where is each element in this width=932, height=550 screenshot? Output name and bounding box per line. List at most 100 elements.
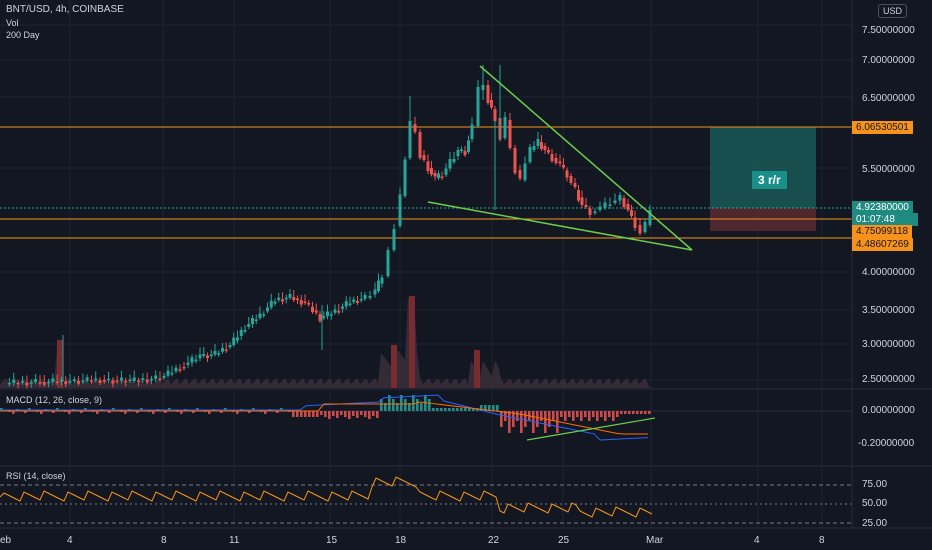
time-axis-label: eb bbox=[0, 535, 12, 546]
macd-bar bbox=[152, 411, 155, 414]
target-zone bbox=[710, 127, 816, 208]
candle-body bbox=[47, 381, 51, 384]
macd-bar bbox=[488, 405, 491, 411]
candle-body bbox=[314, 310, 318, 313]
macd-bar bbox=[376, 411, 379, 418]
pane-separators bbox=[0, 0, 932, 529]
macd-bar bbox=[300, 411, 303, 417]
time-axis-label: 15 bbox=[326, 535, 338, 546]
candle-body bbox=[413, 124, 417, 132]
macd-bar bbox=[380, 399, 383, 411]
candle-body bbox=[448, 159, 452, 169]
candle-body bbox=[89, 380, 93, 382]
candle-body bbox=[194, 359, 198, 362]
candle-body bbox=[322, 316, 326, 318]
macd-bar bbox=[52, 411, 55, 413]
macd-bar bbox=[40, 411, 43, 414]
macd-bar bbox=[312, 411, 315, 417]
candle-body bbox=[573, 183, 577, 187]
macd-bar bbox=[340, 411, 343, 415]
candle-body bbox=[398, 194, 402, 226]
candle-body bbox=[588, 208, 592, 215]
candle-body bbox=[493, 109, 497, 121]
candle-body bbox=[154, 375, 158, 379]
risk-reward-label[interactable]: 3 r/r bbox=[752, 171, 787, 189]
candle-countdown-badge: 01:07:48 bbox=[852, 213, 918, 226]
macd-bar bbox=[308, 411, 311, 417]
support-price-badge-1: 4.75099118 bbox=[852, 225, 913, 238]
macd-bar bbox=[440, 408, 443, 411]
rsi-pane bbox=[0, 476, 852, 524]
symbol-title: BNT/USD, 4h, COINBASE bbox=[6, 4, 124, 15]
candle-body bbox=[584, 205, 588, 207]
candle-body bbox=[536, 139, 540, 146]
candle-body bbox=[141, 378, 145, 381]
macd-indicator-label[interactable]: MACD (12, 26, close, 9) bbox=[6, 395, 103, 405]
candle-body bbox=[269, 300, 273, 308]
macd-bar bbox=[452, 408, 455, 411]
macd-bar bbox=[296, 411, 299, 417]
candle-body bbox=[115, 380, 119, 382]
macd-bar bbox=[588, 411, 591, 421]
candle-body bbox=[137, 380, 141, 383]
macd-bar bbox=[568, 411, 571, 417]
candle-body bbox=[638, 225, 642, 234]
candle-body bbox=[577, 190, 580, 201]
candle-body bbox=[633, 217, 637, 228]
macd-bar bbox=[392, 399, 395, 411]
candle-body bbox=[178, 369, 182, 371]
rsi-indicator-label[interactable]: RSI (14, close) bbox=[6, 471, 66, 481]
price-tick: 3.50000000 bbox=[862, 305, 915, 316]
candle-body bbox=[25, 382, 29, 386]
macd-pane bbox=[0, 394, 852, 441]
candle-body bbox=[288, 294, 292, 298]
macd-bar bbox=[164, 411, 167, 413]
last-price-badge: 4.92380000 bbox=[852, 201, 913, 214]
macd-bar bbox=[180, 411, 183, 414]
candle-body bbox=[547, 150, 550, 153]
ma-indicator-label[interactable]: 200 Day bbox=[6, 30, 40, 40]
candle-body bbox=[569, 176, 573, 183]
candle-body bbox=[603, 202, 607, 208]
macd-bar bbox=[324, 411, 327, 417]
macd-bar bbox=[344, 411, 347, 417]
macd-bar bbox=[484, 405, 487, 411]
candle-body bbox=[34, 379, 38, 383]
candle-body bbox=[145, 379, 149, 383]
candle-body bbox=[444, 168, 448, 175]
macd-bar bbox=[372, 411, 375, 416]
candle-body bbox=[352, 299, 356, 302]
macd-bar bbox=[420, 403, 423, 411]
candle-body bbox=[562, 165, 565, 168]
time-axis-label: 25 bbox=[558, 535, 570, 546]
candle-body bbox=[224, 349, 228, 351]
time-axis-label: 22 bbox=[488, 535, 500, 546]
currency-button[interactable]: USD bbox=[878, 4, 908, 18]
candle-body bbox=[337, 311, 341, 313]
macd-bar bbox=[604, 411, 607, 421]
macd-bar bbox=[236, 411, 239, 414]
macd-bar bbox=[516, 411, 519, 421]
candle-body bbox=[565, 170, 569, 178]
candle-body bbox=[94, 378, 98, 381]
candle-body bbox=[174, 367, 178, 372]
time-axis-label: 8 bbox=[819, 535, 825, 546]
candle-body bbox=[440, 176, 444, 178]
candle-body bbox=[426, 161, 430, 171]
time-axis-label: 8 bbox=[161, 535, 167, 546]
candle-body bbox=[16, 382, 20, 385]
candle-body bbox=[460, 149, 463, 151]
candle-body bbox=[162, 375, 166, 378]
price-tick: 7.50000000 bbox=[862, 25, 915, 36]
macd-bar bbox=[264, 411, 267, 414]
price-tick: 2.50000000 bbox=[862, 374, 915, 385]
volume-bar bbox=[391, 345, 397, 388]
macd-bar bbox=[508, 411, 511, 433]
price-tick: 4.00000000 bbox=[862, 267, 915, 278]
volume-indicator-label[interactable]: Vol bbox=[6, 18, 19, 28]
candle-body bbox=[437, 173, 440, 178]
candle-body bbox=[170, 372, 174, 375]
macd-bar bbox=[600, 411, 603, 417]
candle-body bbox=[119, 377, 123, 381]
